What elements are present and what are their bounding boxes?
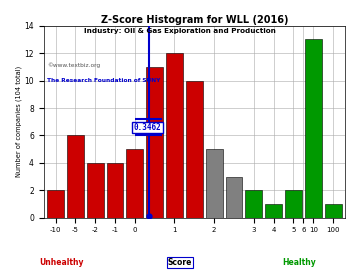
- Bar: [246, 190, 262, 218]
- Bar: [166, 53, 183, 218]
- Bar: [206, 149, 222, 218]
- Bar: [47, 190, 64, 218]
- Bar: [126, 149, 143, 218]
- Bar: [305, 39, 322, 218]
- Bar: [87, 163, 104, 218]
- Text: Industry: Oil & Gas Exploration and Production: Industry: Oil & Gas Exploration and Prod…: [84, 28, 276, 34]
- Text: Score: Score: [168, 258, 192, 267]
- Y-axis label: Number of companies (104 total): Number of companies (104 total): [15, 66, 22, 177]
- Bar: [226, 177, 242, 218]
- Bar: [67, 136, 84, 218]
- Text: 0.3462: 0.3462: [134, 123, 161, 132]
- Bar: [107, 163, 123, 218]
- Bar: [186, 81, 203, 218]
- Title: Z-Score Histogram for WLL (2016): Z-Score Histogram for WLL (2016): [100, 15, 288, 25]
- Text: Unhealthy: Unhealthy: [39, 258, 84, 267]
- Bar: [285, 190, 302, 218]
- Bar: [146, 67, 163, 218]
- Bar: [325, 204, 342, 218]
- Text: Healthy: Healthy: [282, 258, 316, 267]
- Text: ©www.textbiz.org: ©www.textbiz.org: [47, 62, 100, 68]
- Bar: [265, 204, 282, 218]
- Text: The Research Foundation of SUNY: The Research Foundation of SUNY: [47, 78, 160, 83]
